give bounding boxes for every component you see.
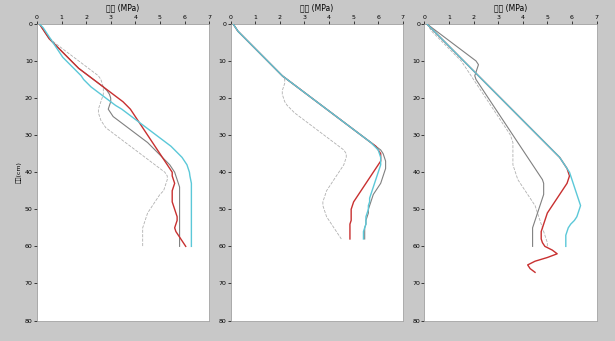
Title: 경도 (MPa): 경도 (MPa) xyxy=(300,3,333,12)
Title: 경도 (MPa): 경도 (MPa) xyxy=(494,3,527,12)
Y-axis label: 심도(cm): 심도(cm) xyxy=(17,161,22,183)
Title: 경도 (MPa): 경도 (MPa) xyxy=(106,3,140,12)
